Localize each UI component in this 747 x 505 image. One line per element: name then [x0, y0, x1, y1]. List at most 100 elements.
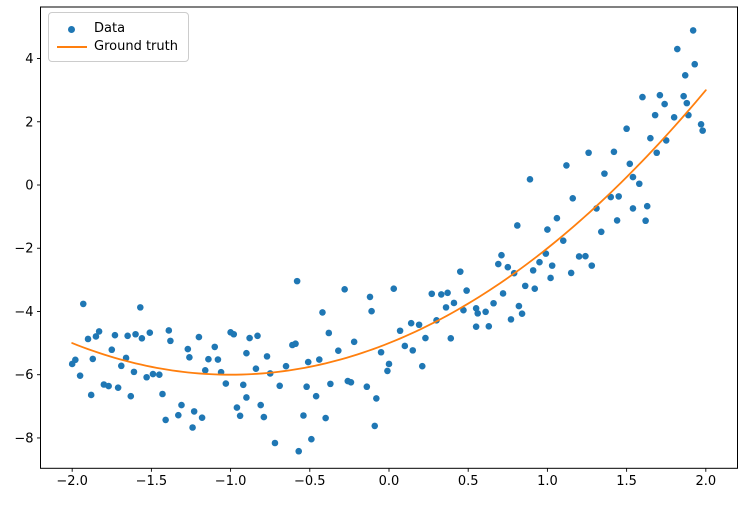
legend-label-ground-truth: Ground truth	[94, 39, 178, 54]
data-point	[626, 160, 634, 168]
data-point	[95, 328, 103, 335]
data-point	[373, 395, 380, 402]
data-point	[472, 305, 480, 312]
data-point	[239, 381, 247, 389]
data-point	[515, 302, 523, 310]
data-point	[303, 383, 310, 391]
data-point	[149, 370, 157, 378]
data-point	[271, 439, 279, 447]
data-point	[127, 392, 135, 400]
data-point	[428, 290, 436, 298]
data-point	[130, 368, 138, 376]
data-point	[615, 193, 622, 200]
data-point	[205, 355, 212, 363]
data-point	[325, 329, 333, 337]
data-point	[507, 316, 515, 323]
x-tick-label: 0.5	[458, 474, 479, 489]
data-point	[450, 299, 458, 307]
data-point	[610, 148, 618, 156]
legend-entry-ground-truth: Ground truth	[49, 38, 182, 56]
y-tick-label: −8	[14, 431, 33, 446]
data-point	[252, 365, 260, 373]
data-point	[230, 330, 238, 338]
data-point	[635, 180, 643, 188]
data-point	[401, 342, 409, 350]
ground-truth-curve	[71, 89, 707, 376]
data-point	[201, 366, 209, 374]
data-point	[276, 382, 284, 390]
data-point	[384, 367, 391, 375]
data-point	[542, 250, 550, 257]
data-point	[319, 309, 326, 316]
x-tick-label: 2.0	[695, 474, 716, 489]
data-point	[597, 228, 605, 236]
data-point	[159, 390, 166, 398]
data-point	[156, 371, 163, 379]
data-point	[132, 330, 139, 338]
data-point	[189, 424, 196, 431]
y-tick-label: −6	[14, 368, 33, 383]
data-point	[674, 45, 681, 53]
x-tick-label: −1.0	[215, 474, 247, 489]
data-point	[613, 217, 621, 224]
data-point	[531, 285, 539, 293]
data-point	[490, 299, 497, 307]
data-point	[184, 345, 192, 353]
y-tick-label: −4	[14, 305, 33, 320]
data-point	[656, 91, 664, 99]
data-point	[92, 333, 100, 340]
data-point	[162, 416, 169, 424]
data-point	[691, 60, 699, 68]
data-point	[260, 413, 268, 421]
data-point	[304, 358, 312, 366]
data-point	[569, 194, 577, 202]
x-tick-label: −0.5	[294, 474, 326, 489]
data-point	[377, 348, 385, 356]
data-point	[222, 380, 230, 387]
data-point	[89, 355, 97, 363]
data-point	[211, 343, 219, 351]
data-point	[198, 414, 206, 422]
data-point	[105, 382, 112, 390]
data-point	[108, 346, 116, 354]
data-point	[661, 100, 668, 108]
data-point	[350, 338, 358, 346]
data-point	[699, 127, 706, 134]
data-point	[629, 205, 637, 212]
data-point	[681, 71, 689, 79]
y-tick-label: 2	[25, 115, 33, 130]
data-point	[138, 335, 146, 342]
data-point	[190, 408, 198, 415]
data-point	[526, 176, 534, 183]
data-point	[456, 268, 464, 275]
data-point	[308, 435, 315, 443]
data-point	[366, 293, 374, 301]
data-point	[327, 380, 334, 388]
data-point	[567, 269, 575, 277]
data-point	[347, 379, 355, 386]
data-point	[282, 362, 290, 370]
data-point	[588, 262, 596, 269]
data-point	[87, 391, 95, 399]
data-point	[409, 347, 417, 354]
scatter-marker-icon	[68, 25, 75, 33]
data-point	[407, 319, 415, 327]
data-point	[243, 349, 250, 357]
data-point	[254, 332, 261, 340]
data-point	[495, 260, 502, 268]
data-point	[371, 422, 379, 430]
data-point	[437, 291, 445, 298]
data-point	[137, 304, 144, 311]
data-point	[72, 356, 79, 364]
data-point	[165, 327, 173, 334]
data-point	[114, 384, 122, 391]
data-point	[415, 321, 423, 329]
data-point	[585, 149, 592, 157]
data-point	[498, 251, 505, 259]
data-point	[485, 323, 493, 330]
data-point	[623, 125, 630, 133]
data-point	[368, 307, 375, 315]
data-point	[697, 121, 705, 128]
data-point	[553, 214, 561, 222]
